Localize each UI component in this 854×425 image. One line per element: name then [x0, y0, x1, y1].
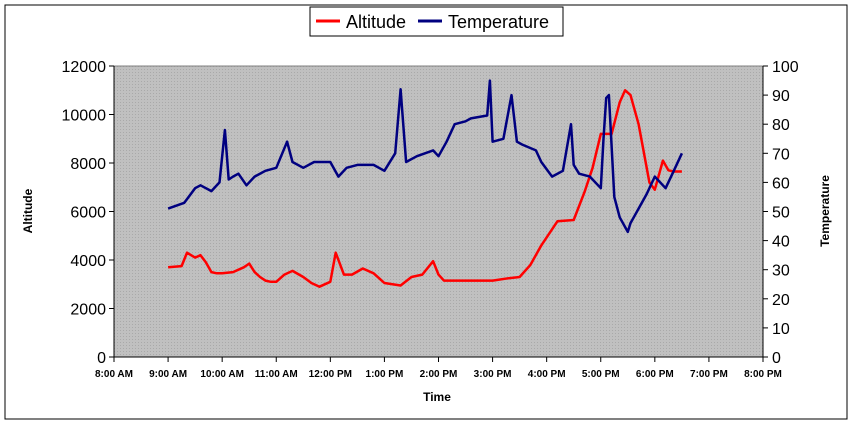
plot-area [113, 65, 764, 358]
left-tick-label: 0 [97, 350, 106, 367]
series-layer [167, 79, 684, 288]
x-tick-label: 9:00 AM [149, 369, 187, 380]
right-tick-label: 80 [772, 117, 790, 134]
legend-label-temperature: Temperature [448, 12, 549, 32]
x-tick-label: 4:00 PM [528, 369, 566, 380]
left-tick-label: 6000 [70, 205, 106, 222]
series-line-altitude [167, 89, 682, 288]
right-tick-label: 60 [772, 175, 790, 192]
legend-label-altitude: Altitude [346, 12, 406, 32]
left-tick-label: 10000 [62, 108, 107, 125]
right-tick-label: 70 [772, 146, 790, 163]
x-tick-label: 1:00 PM [366, 369, 404, 380]
right-tick-label: 30 [772, 263, 790, 280]
right-tick-label: 20 [772, 292, 790, 309]
x-axis-title: Time [423, 390, 451, 404]
right-tick-label: 40 [772, 234, 790, 251]
x-tick-label: 2:00 PM [420, 369, 458, 380]
right-tick-label: 90 [772, 88, 790, 105]
right-tick-label: 100 [772, 59, 799, 76]
x-tick-label: 6:00 PM [636, 369, 674, 380]
left-tick-label: 8000 [70, 156, 106, 173]
x-tick-label: 5:00 PM [582, 369, 620, 380]
series-line-temperature [167, 79, 684, 234]
right-tick-label: 0 [772, 350, 781, 367]
right-tick-label: 50 [772, 205, 790, 222]
left-tick-label: 4000 [70, 253, 106, 270]
right-axis: 0 10 20 30 40 50 60 70 80 90 100 [762, 59, 799, 367]
x-axis: 8:00 AM 9:00 AM 10:00 AM 11:00 AM 12:00 PM 1:… [95, 356, 782, 380]
right-tick-label: 10 [772, 321, 790, 338]
left-tick-label: 12000 [62, 59, 107, 76]
x-tick-label: 3:00 PM [474, 369, 512, 380]
x-tick-label: 12:00 PM [309, 369, 352, 380]
y-right-axis-title: Temperature [818, 175, 832, 247]
left-tick-label: 2000 [70, 302, 106, 319]
left-axis: 0 2000 4000 6000 8000 10000 12000 [62, 59, 115, 367]
legend: Altitude Temperature [309, 6, 564, 37]
y-left-axis-title: Altitude [21, 188, 35, 233]
x-tick-label: 10:00 AM [200, 369, 244, 380]
x-tick-label: 8:00 AM [95, 369, 133, 380]
x-tick-label: 11:00 AM [255, 369, 298, 380]
x-tick-label: 7:00 PM [690, 369, 728, 380]
x-tick-label: 8:00 PM [744, 369, 782, 380]
